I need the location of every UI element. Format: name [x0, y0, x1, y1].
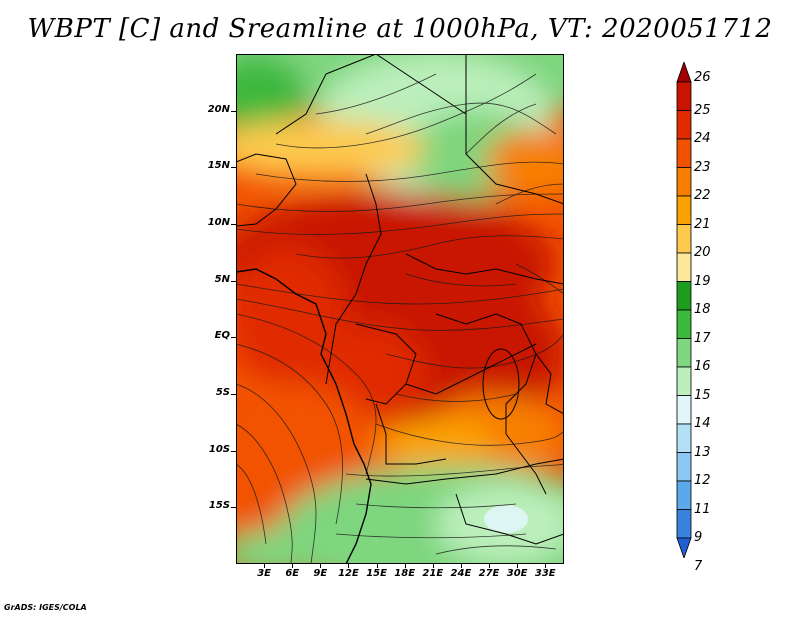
- lon-label: 3E: [257, 568, 271, 579]
- lon-tick: [432, 564, 434, 568]
- colorbar-label: 22: [694, 188, 711, 203]
- streamlines: [236, 73, 564, 564]
- map-panel: [236, 54, 564, 564]
- colorbar-label: 11: [694, 501, 711, 517]
- lat-label: 20N: [207, 103, 230, 115]
- colorbar-swatch: [676, 138, 692, 168]
- lat-label: 10N: [207, 217, 230, 228]
- colorbar-swatch: [676, 224, 692, 254]
- colorbar-swatch: [676, 309, 692, 339]
- lon-tick: [348, 564, 350, 568]
- colorbar-swatch: [676, 366, 692, 396]
- colorbar-swatch: [676, 110, 692, 140]
- lat-label: 5N: [214, 273, 230, 285]
- lon-tick: [376, 564, 378, 568]
- colorbar-label: 13: [694, 444, 711, 460]
- lat-tick: [231, 224, 236, 225]
- lon-label: 15E: [366, 568, 387, 579]
- lon-tick: [460, 564, 462, 568]
- lake-outline: [482, 348, 520, 420]
- colorbar-label: 20: [694, 245, 711, 260]
- colorbar-swatch: [676, 480, 692, 510]
- lat-label: EQ: [214, 330, 230, 342]
- colorbar-label: 9: [694, 530, 703, 545]
- lat-tick: [231, 110, 236, 112]
- wbpt-field: [236, 54, 564, 564]
- lon-label: 27E: [478, 568, 500, 579]
- colorbar-label: 16: [694, 359, 711, 374]
- lon-label: 18E: [394, 568, 416, 579]
- colorbar-swatch: [676, 62, 692, 83]
- lat-tick: [231, 507, 236, 509]
- lon-label: 6E: [285, 568, 300, 579]
- lat-label: 15N: [207, 160, 230, 172]
- lon-tick: [545, 564, 547, 568]
- colorbar-swatch: [676, 423, 692, 453]
- colorbar-swatch: [676, 252, 692, 282]
- lon-label: 33E: [534, 568, 556, 579]
- lat-label: 5S: [215, 387, 230, 398]
- colorbar-swatch: [676, 281, 692, 311]
- country-borders: [236, 54, 564, 545]
- colorbar: [676, 62, 692, 558]
- lon-tick: [264, 564, 266, 568]
- colorbar-label: 12: [694, 473, 711, 488]
- colorbar-label: 7: [694, 558, 703, 574]
- lon-label: 21E: [422, 568, 444, 579]
- lat-label: 15S: [208, 500, 230, 512]
- lat-tick: [231, 450, 236, 452]
- colorbar-label: 24: [694, 131, 711, 146]
- colorbar-label: 14: [694, 416, 711, 431]
- lat-tick: [231, 280, 236, 282]
- lat-tick: [231, 337, 236, 339]
- colorbar-swatch: [676, 167, 692, 197]
- colorbar-label: 26: [694, 70, 711, 85]
- lat-label: 10S: [208, 443, 230, 455]
- lon-tick: [517, 564, 519, 568]
- lon-tick: [404, 564, 406, 568]
- lon-tick: [320, 564, 322, 568]
- map-frame: [236, 54, 564, 564]
- colorbar-label: 25: [694, 102, 711, 118]
- colorbar-label: 21: [694, 216, 711, 232]
- colorbar-label: 23: [694, 159, 711, 175]
- colorbar-swatch: [676, 338, 692, 368]
- coastline: [236, 268, 372, 564]
- footer-credit: GrADS: IGES/COLA: [4, 603, 87, 612]
- colorbar-swatch: [676, 537, 692, 558]
- colorbar-swatch: [676, 195, 692, 225]
- lon-label: 12E: [338, 568, 359, 579]
- colorbar-label: 15: [694, 387, 711, 403]
- lon-label: 30E: [506, 568, 528, 579]
- colorbar-swatch: [676, 395, 692, 425]
- colorbar-swatch: [676, 452, 692, 482]
- lon-tick: [292, 564, 294, 568]
- chart-title: WBPT [C] and Sreamline at 1000hPa, VT: 2…: [27, 14, 773, 44]
- colorbar-label: 19: [694, 273, 711, 289]
- colorbar-swatch: [676, 81, 692, 111]
- colorbar-label: 17: [694, 330, 711, 346]
- lon-label: 24E: [450, 568, 472, 579]
- lat-tick: [231, 167, 236, 169]
- colorbar-swatch: [676, 509, 692, 539]
- colorbar-label: 18: [694, 302, 711, 317]
- lat-tick: [231, 394, 236, 395]
- lon-label: 9E: [313, 568, 328, 579]
- lon-tick: [489, 564, 491, 568]
